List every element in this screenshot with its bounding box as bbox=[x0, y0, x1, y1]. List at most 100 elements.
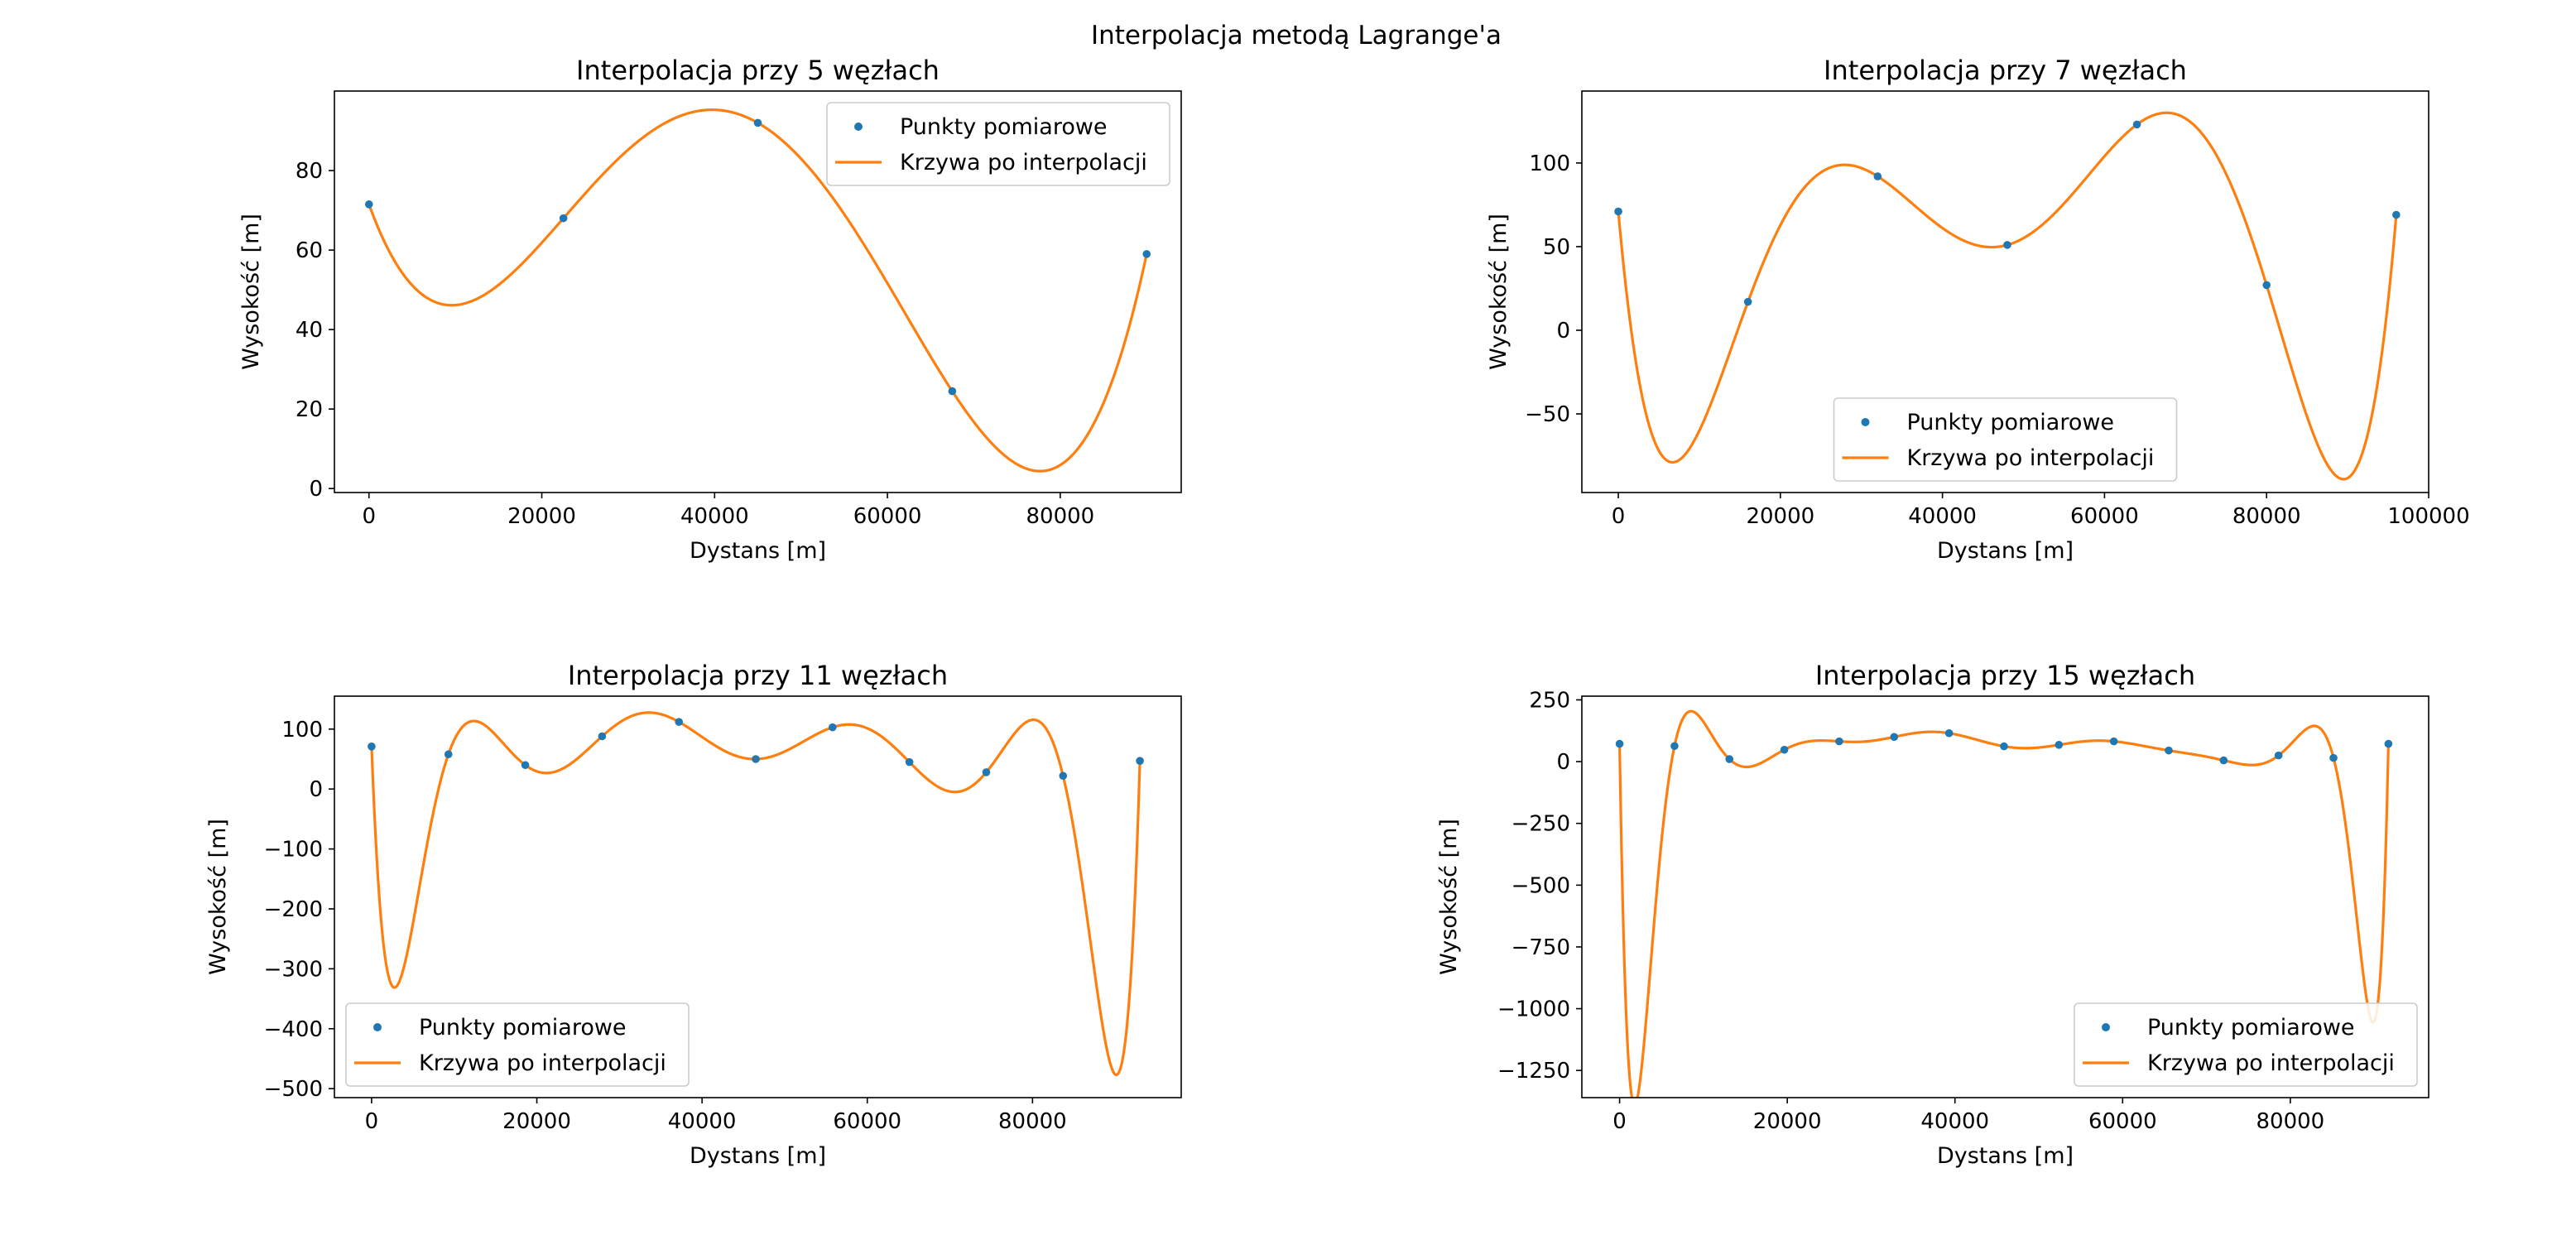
chart-title: Interpolacja przy 15 węzłach bbox=[1815, 660, 2195, 691]
y-tick-label: 0 bbox=[1556, 750, 1570, 775]
axes-frame bbox=[1581, 90, 2429, 493]
data-point bbox=[364, 200, 373, 209]
data-point bbox=[2109, 737, 2118, 746]
axes-frame bbox=[334, 90, 1182, 493]
data-point bbox=[2219, 756, 2228, 765]
x-tick-label: 20000 bbox=[502, 1109, 571, 1134]
y-tick-label: 100 bbox=[281, 718, 323, 743]
x-tick-label: 60000 bbox=[2070, 504, 2139, 529]
legend-label: Punkty pomiarowe bbox=[900, 114, 1108, 140]
data-point bbox=[2274, 751, 2283, 760]
x-tick-label: 20000 bbox=[1746, 504, 1814, 529]
data-point bbox=[368, 743, 376, 751]
y-tick-label: −500 bbox=[264, 1077, 323, 1102]
data-point bbox=[1136, 757, 1144, 765]
y-axis-label: Wysokość [m] bbox=[205, 819, 231, 975]
y-tick-label: 0 bbox=[309, 777, 323, 802]
legend-label: Punkty pomiarowe bbox=[2147, 1015, 2355, 1041]
data-point bbox=[1743, 297, 1752, 306]
data-point bbox=[2000, 742, 2008, 751]
data-point bbox=[1142, 250, 1151, 258]
x-axis-label: Dystans [m] bbox=[690, 538, 826, 564]
data-point bbox=[1670, 742, 1679, 751]
legend-point-marker bbox=[373, 1023, 382, 1031]
y-tick-label: −250 bbox=[1511, 812, 1570, 837]
chart-panel-3: 0 20000 40000 60000 80000 −500 −400 −300 −200 −10… bbox=[205, 660, 1182, 1169]
data-point bbox=[598, 732, 607, 741]
data-point bbox=[1059, 771, 1068, 781]
y-axis-label: Wysokość [m] bbox=[1436, 819, 1462, 975]
x-tick-label: 0 bbox=[1612, 1109, 1627, 1134]
legend: Punkty pomiarowe Krzywa po interpolacji bbox=[1833, 397, 2178, 482]
data-point bbox=[444, 750, 453, 759]
y-tick-label: 60 bbox=[296, 238, 323, 263]
y-tick-label: 50 bbox=[1543, 235, 1570, 260]
chart-panel-1: 0 20000 40000 60000 80000 0 20 40 60 80 Interpolac… bbox=[238, 55, 1182, 564]
x-tick-label: 40000 bbox=[668, 1109, 737, 1134]
x-tick-label: 100000 bbox=[2387, 504, 2469, 529]
data-point bbox=[1780, 745, 1789, 754]
y-tick-label: 250 bbox=[1529, 688, 1570, 713]
legend-box bbox=[826, 102, 1170, 186]
legend-label: Punkty pomiarowe bbox=[419, 1015, 627, 1041]
y-tick-label: 80 bbox=[296, 159, 323, 184]
y-tick-label: −300 bbox=[264, 957, 323, 982]
y-tick-label: 100 bbox=[1529, 151, 1570, 176]
x-tick-label: 80000 bbox=[1026, 504, 1094, 529]
legend-label: Krzywa po interpolacji bbox=[419, 1050, 666, 1076]
chart-title: Interpolacja przy 7 węzłach bbox=[1824, 55, 2187, 86]
y-axis-label: Wysokość [m] bbox=[238, 214, 264, 370]
y-tick-label: −750 bbox=[1511, 935, 1570, 960]
x-tick-label: 80000 bbox=[2256, 1109, 2325, 1134]
x-tick-label: 40000 bbox=[1920, 1109, 1989, 1134]
data-point bbox=[948, 387, 957, 396]
data-point bbox=[2132, 120, 2141, 129]
x-tick-label: 0 bbox=[1612, 504, 1626, 529]
x-tick-label: 60000 bbox=[833, 1109, 901, 1134]
y-tick-label: −1250 bbox=[1497, 1059, 1570, 1084]
x-tick-label: 80000 bbox=[998, 1109, 1067, 1134]
legend-box bbox=[345, 1002, 690, 1087]
y-tick-label: −100 bbox=[264, 838, 323, 863]
data-point bbox=[753, 118, 762, 127]
data-point bbox=[1725, 755, 1734, 763]
legend-point-marker bbox=[854, 123, 863, 131]
figure-title: Interpolacja metodą Lagrange'a bbox=[1091, 21, 1502, 50]
legend-box bbox=[1833, 397, 2178, 482]
y-tick-label: 40 bbox=[296, 318, 323, 343]
data-point bbox=[1944, 728, 1954, 738]
data-point bbox=[1835, 737, 1843, 746]
x-axis-label: Dystans [m] bbox=[690, 1143, 826, 1169]
data-point bbox=[1873, 172, 1882, 180]
data-point bbox=[2003, 241, 2011, 249]
x-tick-label: 60000 bbox=[853, 504, 922, 529]
legend: Punkty pomiarowe Krzywa po interpolacji bbox=[2074, 1002, 2418, 1087]
data-point bbox=[829, 723, 837, 732]
x-tick-label: 20000 bbox=[507, 504, 576, 529]
legend-point-marker bbox=[2102, 1023, 2110, 1031]
data-point bbox=[982, 768, 991, 776]
axes-frame bbox=[334, 695, 1182, 1098]
chart-title: Interpolacja przy 11 węzłach bbox=[568, 660, 948, 691]
x-tick-label: 0 bbox=[365, 1109, 379, 1134]
x-tick-label: 20000 bbox=[1753, 1109, 1822, 1134]
data-point bbox=[2384, 739, 2393, 748]
x-tick-label: 0 bbox=[362, 504, 376, 529]
data-point bbox=[905, 757, 914, 767]
x-axis-label: Dystans [m] bbox=[1937, 1143, 2074, 1169]
y-tick-label: −50 bbox=[1525, 402, 1570, 427]
x-axis-label: Dystans [m] bbox=[1937, 538, 2074, 564]
y-axis-label: Wysokość [m] bbox=[1486, 214, 1511, 370]
legend-label: Krzywa po interpolacji bbox=[1907, 445, 2155, 471]
data-point bbox=[2262, 281, 2271, 290]
x-tick-label: 40000 bbox=[1908, 504, 1977, 529]
chart-panel-4: 0 20000 40000 60000 80000 −1250 −1000 −750 −500 −… bbox=[1436, 660, 2429, 1169]
x-tick-label: 60000 bbox=[2088, 1109, 2157, 1134]
data-point bbox=[1614, 207, 1622, 216]
y-tick-label: 20 bbox=[296, 397, 323, 422]
legend-box bbox=[2074, 1002, 2418, 1087]
data-point bbox=[2055, 740, 2064, 749]
data-point bbox=[2392, 210, 2401, 219]
y-tick-label: 0 bbox=[309, 477, 323, 502]
data-point bbox=[521, 761, 530, 770]
